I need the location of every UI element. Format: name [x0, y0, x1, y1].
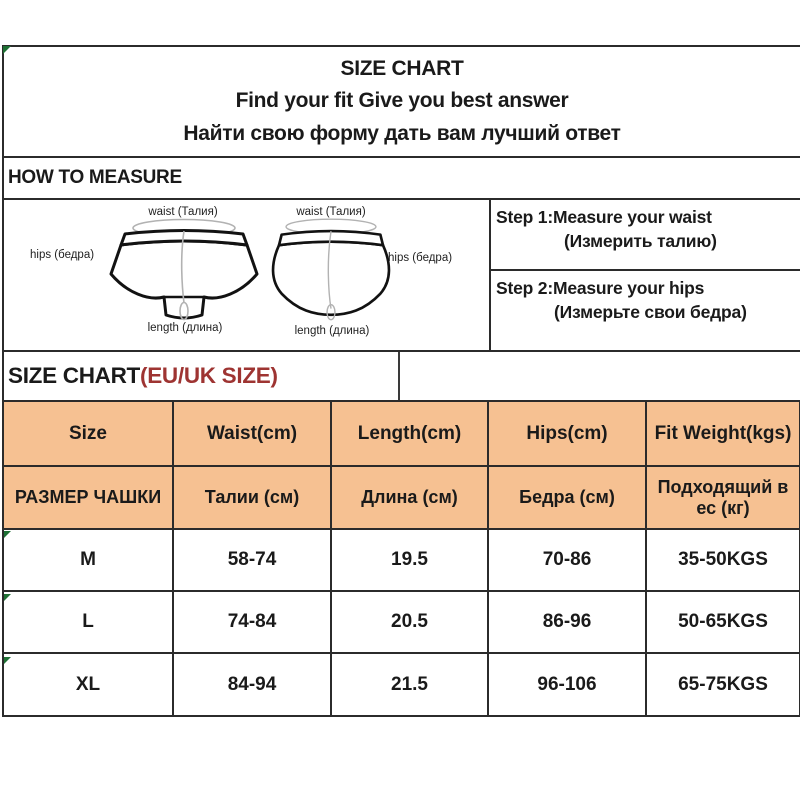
length-measure-line [327, 230, 332, 309]
step2-text-en: Step 2:Measure your hips [496, 278, 705, 298]
size-chart-heading-black: SIZE CHART [8, 363, 141, 388]
step2-text-ru: (Измерьте свои бедра) [554, 302, 747, 322]
cell-weight: 35-50KGS [645, 528, 800, 592]
length-measure-loop [179, 301, 189, 321]
table-header-row-ru: РАЗМЕР ЧАШКИ Талии (см) Длина (см) Бедра… [2, 465, 800, 530]
cell-size: M [2, 528, 174, 592]
col-header-waist: Waist(cm) [172, 400, 332, 467]
cell-waist: 74-84 [172, 590, 332, 654]
cell-waist: 84-94 [172, 652, 332, 717]
col-header-weight-ru: Подходящий в ес (кг) [645, 465, 800, 530]
subtitle-english: Find your fit Give you best answer [235, 89, 569, 113]
briefs-front-diagram [109, 218, 259, 321]
step1-text-ru: (Измерить талию) [564, 231, 717, 251]
table-row: M 58-74 19.5 70-86 35-50KGS [2, 528, 800, 592]
size-chart-heading: SIZE CHART (EU/UK SIZE) [2, 352, 800, 400]
green-triangle-marker [4, 594, 11, 601]
diagram1-waist-label: waist (Талия) [148, 206, 218, 218]
step1-cell: Step 1:Measure your waist (Измерить тали… [491, 200, 800, 271]
green-triangle-marker [4, 657, 11, 664]
length-measure-line [180, 230, 185, 304]
measure-steps-panel: Step 1:Measure your waist (Измерить тали… [489, 200, 800, 350]
cell-length: 21.5 [330, 652, 489, 717]
cell-hips: 70-86 [487, 528, 647, 592]
length-measure-loop [326, 303, 336, 321]
col-header-waist-ru: Талии (см) [172, 465, 332, 530]
diagram2-length-label: length (длина) [294, 325, 370, 337]
col-header-hips: Hips(cm) [487, 400, 647, 467]
grid-line [398, 352, 400, 400]
diagram1-hips-label: hips (бедра) [30, 249, 95, 261]
cell-size: XL [2, 652, 174, 717]
table-row: XL 84-94 21.5 96-106 65-75KGS [2, 652, 800, 717]
green-triangle-marker [4, 531, 11, 538]
briefs-waistband-shape [119, 229, 249, 247]
step2-cell: Step 2:Measure your hips (Измерьте свои … [491, 271, 800, 350]
measure-section: waist (Талия) hips (бедра) length (длина… [2, 200, 800, 352]
col-header-length: Length(cm) [330, 400, 489, 467]
diagrams-panel: waist (Талия) hips (бедра) length (длина… [4, 200, 489, 350]
subtitle-russian: Найти свою форму дать вам лучший ответ [183, 121, 621, 145]
col-header-length-ru: Длина (см) [330, 465, 489, 530]
briefs-back-diagram [271, 218, 391, 321]
briefs-body-shape [109, 239, 259, 320]
diagram1-length-label: length (длина) [147, 322, 223, 334]
size-table: Size Waist(cm) Length(cm) Hips(cm) Fit W… [2, 400, 800, 717]
table-header-row-en: Size Waist(cm) Length(cm) Hips(cm) Fit W… [2, 400, 800, 467]
diagram2-waist-label: waist (Талия) [296, 206, 366, 218]
cell-length: 20.5 [330, 590, 489, 654]
cell-weight: 65-75KGS [645, 652, 800, 717]
diagram2-hips-label: hips (бедра) [388, 252, 453, 264]
cell-hips: 86-96 [487, 590, 647, 654]
title-box: SIZE CHART Find your fit Give you best a… [2, 45, 800, 158]
col-header-size-ru: РАЗМЕР ЧАШКИ [2, 465, 174, 530]
size-chart-heading-red: (EU/UK SIZE) [140, 363, 278, 388]
col-header-size: Size [2, 400, 174, 467]
briefs-waistband-shape [277, 229, 385, 247]
cell-size: L [2, 590, 174, 654]
cell-weight: 50-65KGS [645, 590, 800, 654]
page-title: SIZE CHART [340, 57, 464, 81]
step1-text-en: Step 1:Measure your waist [496, 207, 712, 227]
cell-waist: 58-74 [172, 528, 332, 592]
cell-length: 19.5 [330, 528, 489, 592]
col-header-hips-ru: Бедра (см) [487, 465, 647, 530]
table-row: L 74-84 20.5 86-96 50-65KGS [2, 590, 800, 654]
how-to-measure-heading: HOW TO MEASURE [2, 158, 800, 200]
green-triangle-marker [3, 46, 11, 54]
col-header-weight: Fit Weight(kgs) [645, 400, 800, 467]
cell-hips: 96-106 [487, 652, 647, 717]
